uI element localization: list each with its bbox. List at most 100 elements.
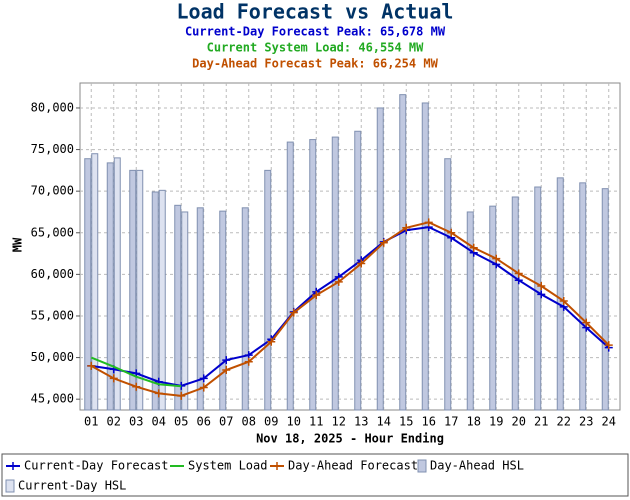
x-tick-label: 21 xyxy=(534,415,548,429)
x-tick-label: 06 xyxy=(197,415,211,429)
bar xyxy=(354,130,362,411)
x-tick-label: 16 xyxy=(422,415,436,429)
marker xyxy=(537,282,546,291)
marker xyxy=(267,337,276,346)
y-tick-label: 45,000 xyxy=(31,392,74,406)
x-tick-label: 22 xyxy=(557,415,571,429)
y-tick-label: 55,000 xyxy=(31,308,74,322)
x-tick-label: 03 xyxy=(129,415,143,429)
x-tick-label: 01 xyxy=(84,415,98,429)
bar xyxy=(219,210,227,411)
y-tick-label: 60,000 xyxy=(31,267,74,281)
y-axis-label: MW xyxy=(11,237,25,252)
y-tick-label: 75,000 xyxy=(31,142,74,156)
bar xyxy=(511,196,519,411)
x-tick-label: 10 xyxy=(287,415,301,429)
bar xyxy=(84,158,92,411)
legend-swatch xyxy=(417,459,427,473)
bar xyxy=(106,162,114,411)
x-tick-label: 15 xyxy=(399,415,413,429)
marker xyxy=(199,383,208,392)
marker xyxy=(312,291,321,300)
subtitle: Current System Load: 46,554 MW xyxy=(207,41,425,55)
x-tick-label: 24 xyxy=(602,415,616,429)
x-tick-label: 02 xyxy=(107,415,121,429)
marker xyxy=(537,290,546,299)
marker xyxy=(582,318,591,327)
legend-label: System Load xyxy=(188,459,267,473)
y-tick-label: 70,000 xyxy=(31,184,74,198)
bar xyxy=(466,211,474,411)
bar xyxy=(91,153,99,411)
bar xyxy=(174,204,182,411)
marker xyxy=(357,259,366,268)
x-tick-label: 19 xyxy=(489,415,503,429)
bar xyxy=(264,169,272,411)
marker xyxy=(177,391,186,400)
legend-swatch xyxy=(9,462,17,470)
bar xyxy=(601,188,609,411)
marker xyxy=(334,277,343,286)
marker xyxy=(447,228,456,237)
y-tick-label: 65,000 xyxy=(31,225,74,239)
marker xyxy=(244,357,253,366)
legend-swatch xyxy=(5,479,15,493)
x-tick-label: 11 xyxy=(309,415,323,429)
chart-title: Load Forecast vs Actual xyxy=(177,0,454,24)
marker xyxy=(402,223,411,232)
bar xyxy=(129,169,137,411)
x-tick-label: 17 xyxy=(444,415,458,429)
x-tick-label: 07 xyxy=(219,415,233,429)
x-tick-label: 08 xyxy=(242,415,256,429)
marker xyxy=(289,308,298,317)
line xyxy=(90,356,182,388)
x-axis-label: Nov 18, 2025 - Hour Ending xyxy=(256,432,444,446)
plot-area xyxy=(79,82,621,411)
marker xyxy=(492,254,501,263)
x-tick-label: 12 xyxy=(332,415,346,429)
bar xyxy=(286,141,294,411)
bar xyxy=(534,186,542,411)
marker xyxy=(559,297,568,305)
legend-swatch xyxy=(273,462,281,470)
x-tick-label: 20 xyxy=(512,415,526,429)
x-tick-label: 04 xyxy=(152,415,166,429)
y-tick-label: 80,000 xyxy=(31,100,74,114)
x-tick-label: 23 xyxy=(579,415,593,429)
marker xyxy=(469,243,478,252)
bar xyxy=(556,177,564,411)
bar xyxy=(181,211,189,411)
marker xyxy=(379,238,388,247)
marker xyxy=(222,366,231,375)
bar xyxy=(444,158,452,411)
bar xyxy=(136,169,144,411)
x-tick-label: 13 xyxy=(354,415,368,429)
bar xyxy=(241,207,249,411)
bar xyxy=(579,182,587,411)
x-tick-label: 05 xyxy=(174,415,188,429)
marker xyxy=(109,374,118,383)
subtitle: Day-Ahead Forecast Peak: 66,254 MW xyxy=(192,57,438,71)
marker xyxy=(424,218,433,227)
bar xyxy=(399,94,407,411)
y-tick-label: 50,000 xyxy=(31,350,74,364)
legend-label: Day-Ahead Forecast xyxy=(288,459,418,473)
bar xyxy=(489,205,497,411)
marker xyxy=(154,389,163,398)
bar xyxy=(151,191,159,411)
marker xyxy=(514,269,523,278)
marker xyxy=(222,356,231,365)
legend-label: Day-Ahead HSL xyxy=(430,459,524,473)
marker xyxy=(132,382,141,391)
subtitle: Current-Day Forecast Peak: 65,678 MW xyxy=(185,25,446,39)
bar xyxy=(196,207,204,411)
marker xyxy=(87,361,96,370)
bar xyxy=(331,136,339,411)
legend-label: Current-Day HSL xyxy=(18,479,126,493)
x-tick-label: 18 xyxy=(467,415,481,429)
bar xyxy=(421,102,429,411)
x-tick-label: 14 xyxy=(377,415,391,429)
x-tick-label: 09 xyxy=(264,415,278,429)
marker xyxy=(604,341,613,350)
